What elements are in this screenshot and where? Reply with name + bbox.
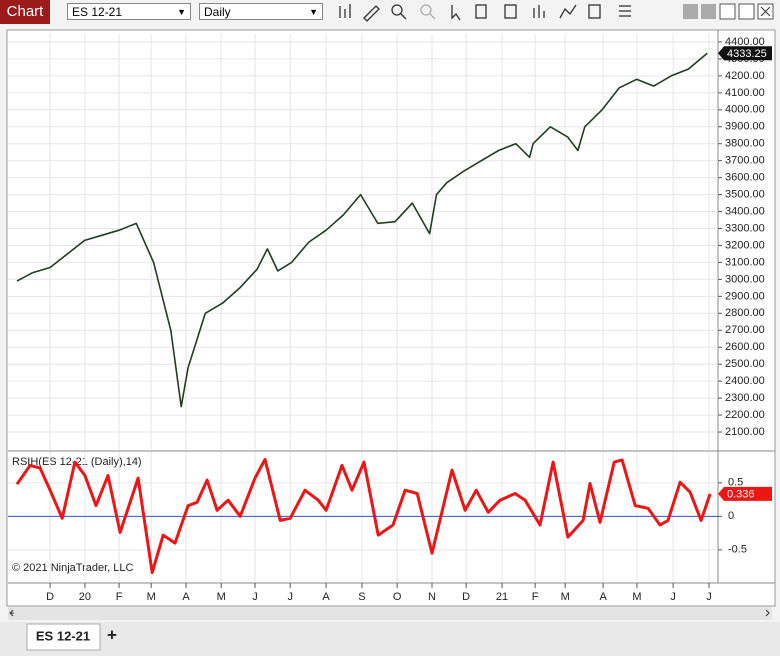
chart-area [6,29,776,607]
y-tick-label: 2300.00 [725,392,765,404]
y-tick-label: 4100.00 [725,87,765,99]
properties-button[interactable] [504,4,517,19]
dropdown-arrow: ▼ [309,7,318,17]
y-tick-label: 2600.00 [725,341,765,353]
tile-button[interactable] [701,4,716,19]
y-tick-label: 3300.00 [725,222,765,234]
y-tick-label: 2500.00 [725,358,765,370]
dropdown-arrow: ▼ [177,7,186,17]
y-tick-label: 3500.00 [725,189,765,201]
indicators-button[interactable] [533,5,545,18]
scroll-right[interactable] [765,609,770,617]
x-tick-label: J [252,591,258,603]
y-tick-label: 2200.00 [725,409,765,421]
x-tick-label: M [632,591,641,603]
y-tick-label: 4200.00 [725,70,765,82]
zoom-in-button[interactable] [391,4,407,20]
last-value-label: 4333.25 [727,48,767,60]
x-tick-label: A [322,591,330,603]
analyzer-button[interactable] [588,4,601,19]
title-tab[interactable]: Chart [0,0,50,24]
series-line [16,52,708,408]
y-tick-label: 3400.00 [725,205,765,217]
last-value-tag [718,46,772,61]
y-tick-label: 4000.00 [725,104,765,116]
y-tick-label: 2700.00 [725,324,765,336]
y-tick-label: 3100.00 [725,256,765,268]
x-tick-label: S [358,591,365,603]
y-tick-label: 3900.00 [725,121,765,133]
y-tick-label: 2800.00 [725,307,765,319]
cursor-button[interactable] [451,5,461,21]
series-line [15,457,712,575]
y-tick-label: 3000.00 [725,273,765,285]
interval: Daily [204,5,231,19]
instrument-select[interactable]: ES 12-21 ▼ [67,3,191,20]
minimize-button[interactable] [719,3,736,20]
y-tick-label: 3800.00 [725,138,765,150]
x-tick-label: F [532,591,539,603]
x-tick-label: J [670,591,676,603]
x-tick-label: M [147,591,156,603]
y-tick-label: 4400.00 [725,36,765,48]
last-value-tag [718,486,772,501]
data-box-button[interactable] [475,4,487,19]
indicator-label: RSIH(ES 12-21 (Daily),14) [12,456,142,468]
menu-button[interactable] [619,5,631,17]
y-tick-label: 0 [728,510,734,522]
copyright: © 2021 NinjaTrader, LLC [12,562,133,574]
x-tick-label: D [462,591,470,603]
x-tick-label: O [393,591,402,603]
x-tick-label: J [287,591,293,603]
add-tab[interactable]: + [107,625,117,644]
x-tick-label: A [599,591,607,603]
y-tick-label: 3200.00 [725,239,765,251]
x-tick-label: 21 [496,591,508,603]
x-tick-label: D [46,591,54,603]
y-tick-label: 3700.00 [725,155,765,167]
tab-bar [0,622,780,656]
scrollbar[interactable] [8,607,772,620]
plots [15,52,712,575]
axis-labels: 2100.00 2200.00 2300.00 2400.00 2500.00 2600.… [46,36,772,603]
y-tick-label: 2100.00 [725,426,765,438]
window-buttons [683,3,774,20]
chart-tab[interactable] [26,623,101,651]
scroll-left[interactable] [9,609,14,617]
instrument: ES 12-21 [72,5,123,19]
bar-type-button[interactable] [339,4,351,18]
y-tick-label: 0.5 [728,477,743,489]
interval-select[interactable]: Daily ▼ [199,3,323,20]
chart-tab-label: ES 12-21 [36,628,90,643]
draw-tool-button[interactable] [363,5,380,22]
toolbar [339,4,631,22]
y-tick-label: 2900.00 [725,290,765,302]
close-icon [760,6,771,17]
maximize-button[interactable] [738,3,755,20]
x-tick-label: M [217,591,226,603]
y-tick-label: 3600.00 [725,172,765,184]
x-tick-label: 20 [79,591,91,603]
zoom-out-button[interactable] [420,4,436,20]
x-tick-label: M [561,591,570,603]
y-tick-label: -0.5 [728,544,747,556]
x-tick-label: F [116,591,123,603]
last-value-label: 0.336 [727,489,755,501]
tile-button[interactable] [683,4,698,19]
strategies-button[interactable] [559,4,577,19]
x-tick-label: A [182,591,190,603]
x-tick-label: N [428,591,436,603]
y-tick-label: 2400.00 [725,375,765,387]
x-tick-label: J [706,591,712,603]
